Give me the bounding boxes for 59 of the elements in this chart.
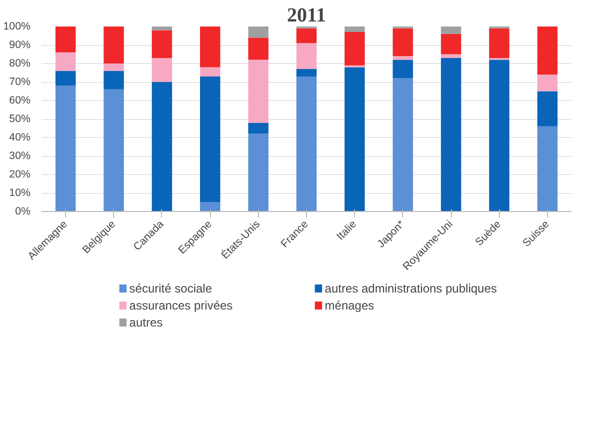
bar — [344, 32, 365, 66]
bar — [55, 26, 76, 52]
bar — [392, 28, 413, 56]
legend-label: sécurité sociale — [129, 282, 212, 296]
y-tick-label: 90% — [9, 39, 32, 51]
bar — [392, 78, 413, 212]
bar — [248, 122, 268, 134]
bar — [344, 26, 365, 32]
bar — [537, 74, 558, 92]
bar — [200, 67, 220, 76]
bar — [248, 26, 268, 38]
bar — [489, 60, 510, 212]
bar — [440, 26, 462, 34]
bar — [55, 70, 76, 86]
bar — [537, 26, 558, 75]
bar — [55, 86, 76, 212]
bar — [104, 64, 124, 71]
bar — [152, 26, 172, 30]
bar — [489, 28, 510, 58]
bar — [392, 56, 413, 60]
bar — [104, 70, 124, 90]
bar — [296, 76, 317, 212]
bar — [248, 134, 268, 212]
y-tick-label: 70% — [9, 76, 32, 88]
y-tick-label: 10% — [9, 187, 32, 199]
bar — [200, 202, 220, 212]
bar — [537, 126, 558, 212]
bar — [440, 54, 462, 58]
bar — [344, 67, 365, 212]
bar — [537, 91, 558, 126]
bar — [152, 30, 172, 58]
legend-label: autres — [129, 316, 163, 330]
bar — [392, 60, 413, 78]
legend-label: assurances privées — [129, 298, 233, 312]
bar — [296, 28, 317, 44]
y-tick-label: 20% — [9, 168, 32, 180]
bar — [440, 58, 462, 212]
bar — [296, 69, 317, 76]
bar — [200, 26, 220, 68]
bar — [200, 76, 220, 202]
chart-title: 2011 — [287, 4, 326, 26]
bar — [440, 34, 462, 54]
bar — [248, 38, 268, 60]
y-tick-label: 40% — [9, 132, 32, 144]
y-tick-label: 60% — [9, 94, 32, 106]
legend-label: autres administrations publiques — [324, 282, 497, 296]
bar — [104, 89, 124, 212]
y-tick-label: 50% — [9, 113, 32, 125]
bar — [152, 82, 172, 212]
y-tick-label: 30% — [9, 150, 32, 162]
bar — [104, 26, 124, 64]
bar — [296, 43, 317, 70]
legend-label: ménages — [324, 298, 374, 312]
bar — [55, 52, 76, 71]
y-tick-label: 100% — [3, 20, 32, 32]
y-tick-label: 80% — [9, 58, 32, 70]
y-tick-label: 0% — [15, 206, 32, 218]
bar — [152, 58, 172, 82]
bar — [248, 60, 268, 123]
